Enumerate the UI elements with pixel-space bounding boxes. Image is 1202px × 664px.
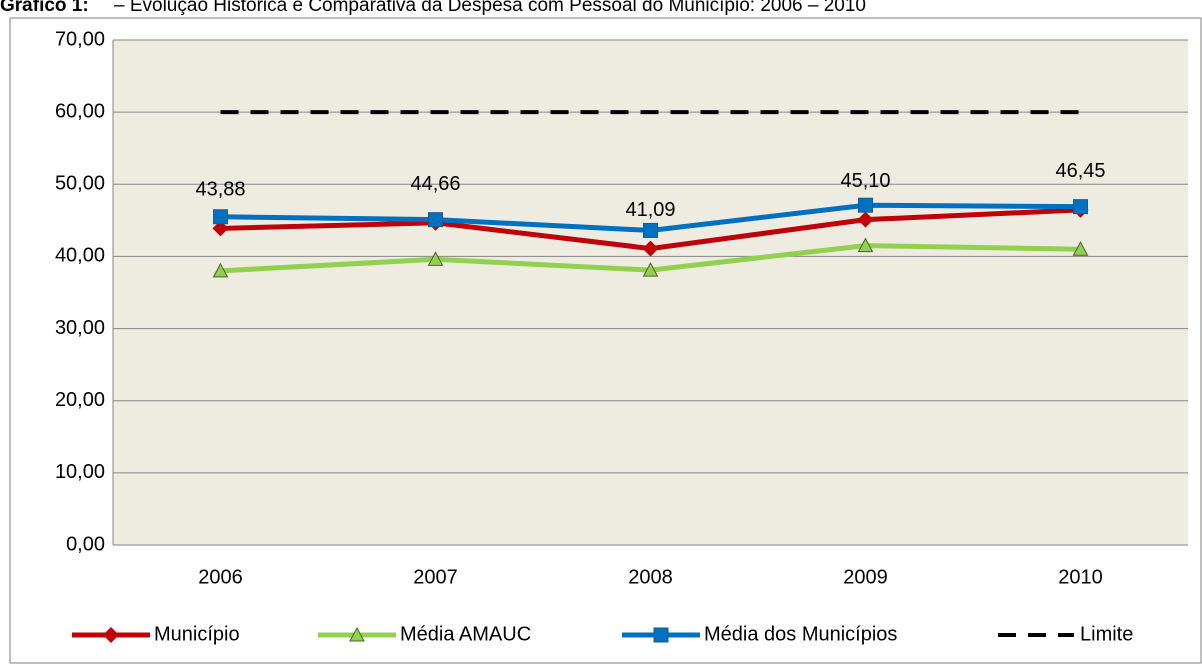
- data-label: 44,66: [410, 173, 460, 195]
- legend-label: Média AMAUC: [400, 623, 531, 645]
- y-tick-label: 10,00: [55, 461, 105, 483]
- y-tick-label: 20,00: [55, 389, 105, 411]
- y-tick-label: 30,00: [55, 317, 105, 339]
- marker: [212, 262, 229, 278]
- x-tick-label: 2008: [628, 566, 673, 588]
- marker: [1073, 199, 1088, 215]
- marker: [1072, 241, 1089, 256]
- marker: [643, 222, 658, 238]
- marker: [857, 237, 874, 253]
- marker: [642, 262, 659, 277]
- y-tick-label: 70,00: [55, 28, 105, 50]
- data-label: 45,10: [840, 170, 890, 192]
- chart-title-label: Gráfico 1:: [0, 0, 89, 16]
- data-label: 41,09: [625, 199, 675, 221]
- legend-label: Município: [154, 623, 240, 645]
- x-tick-label: 2009: [843, 566, 888, 588]
- legend-label: Limite: [1080, 623, 1133, 645]
- legend-marker: [103, 627, 119, 643]
- y-tick-label: 0,00: [66, 533, 105, 555]
- legend-marker: [349, 626, 365, 642]
- legend-marker: [653, 627, 669, 643]
- marker: [642, 240, 659, 257]
- marker: [427, 251, 444, 266]
- data-label: 43,88: [195, 179, 245, 201]
- marker: [212, 220, 229, 237]
- x-tick-label: 2007: [413, 566, 458, 588]
- marker: [857, 211, 874, 228]
- marker: [858, 197, 873, 213]
- x-tick-label: 2010: [1058, 566, 1103, 588]
- legend-label: Média dos Municípios: [704, 623, 897, 645]
- y-tick-label: 60,00: [55, 100, 105, 122]
- marker: [213, 209, 228, 225]
- chart-title: – Evolução Histórica e Comparativa da De…: [114, 0, 866, 16]
- data-label: 46,45: [1055, 160, 1105, 182]
- marker: [428, 212, 443, 228]
- plot-area: [113, 40, 1188, 545]
- y-tick-label: 40,00: [55, 245, 105, 267]
- x-tick-label: 2006: [198, 566, 243, 588]
- y-tick-label: 50,00: [55, 173, 105, 195]
